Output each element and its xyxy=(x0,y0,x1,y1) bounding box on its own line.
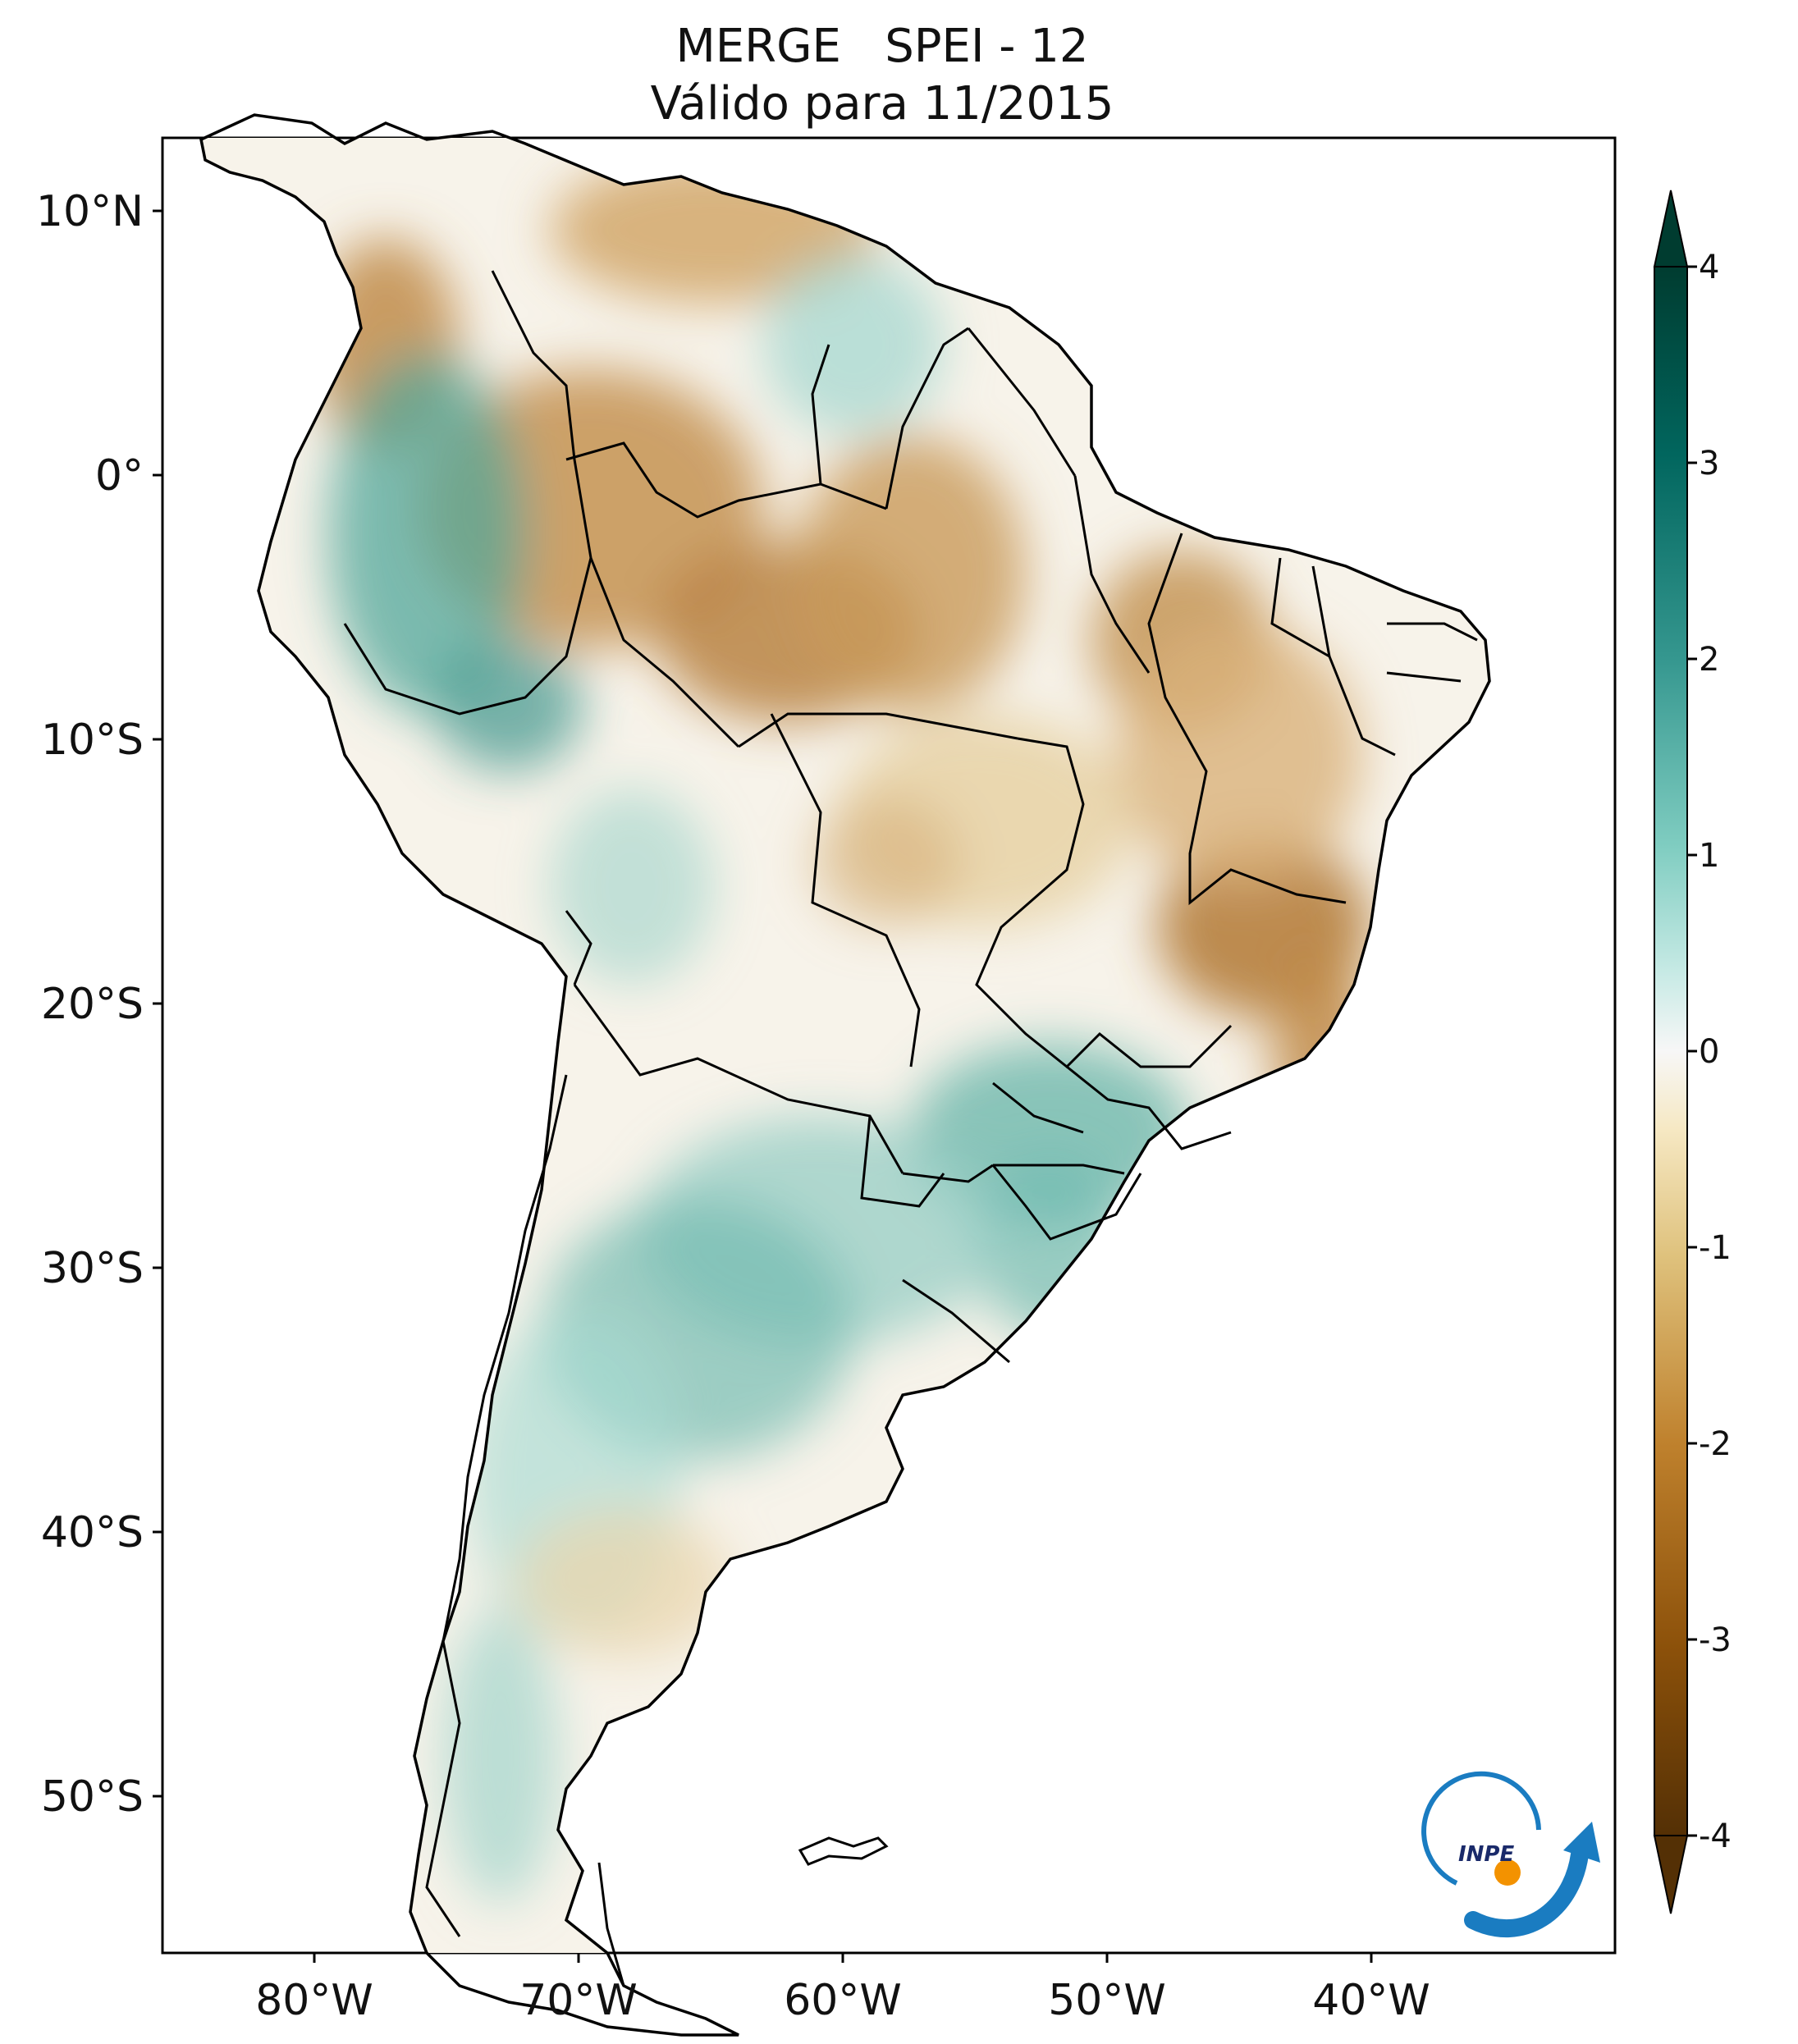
lat-tick-label: 50°S xyxy=(41,1772,144,1822)
lon-tick-label: 70°W xyxy=(519,1976,638,2025)
colorbar-tick-label: 0 xyxy=(1699,1033,1719,1071)
colorbar-tick-label: -2 xyxy=(1699,1425,1732,1463)
colorbar-tick-label: 1 xyxy=(1699,837,1719,875)
lat-tick-label: 10°S xyxy=(41,716,144,765)
logo-swoosh xyxy=(1464,1845,1589,1937)
colorbar-tick-label: 4 xyxy=(1699,249,1719,286)
lon-tick-label: 40°W xyxy=(1312,1976,1430,2025)
colorbar-tick-label: -1 xyxy=(1699,1229,1732,1267)
lat-tick-label: 40°S xyxy=(41,1508,144,1557)
lon-tick-label: 80°W xyxy=(255,1976,373,2025)
colorbar-min-extension xyxy=(1653,1835,1689,1914)
colorbar-tick-label: 2 xyxy=(1699,641,1719,679)
colorbar-tick-label: -3 xyxy=(1699,1621,1732,1659)
colorbar-max-extension xyxy=(1653,190,1689,268)
lon-tick-label: 50°W xyxy=(1048,1976,1166,2025)
lon-tick-label: 60°W xyxy=(784,1976,902,2025)
latitude-axis: 10°N 0° 10°S 20°S 30°S 40°S 50°S xyxy=(36,187,162,1822)
logo-arrow-icon xyxy=(1563,1822,1600,1863)
falklands-island xyxy=(798,1836,889,1866)
inpe-logo: INPE xyxy=(1421,1771,1600,1937)
logo-text: INPE xyxy=(1458,1842,1514,1867)
title-line-1: MERGE SPEI - 12 xyxy=(675,20,1089,73)
logo-dot xyxy=(1494,1859,1521,1886)
map-title: MERGE SPEI - 12 Válido para 11/2015 xyxy=(0,18,1764,133)
lat-tick-label: 0° xyxy=(95,451,144,501)
lat-tick-label: 10°N xyxy=(36,187,144,236)
longitude-axis: 80°W 70°W 60°W 50°W 40°W xyxy=(255,1953,1430,2025)
colorbar-tick-label: -4 xyxy=(1699,1818,1732,1855)
lat-tick-label: 20°S xyxy=(41,980,144,1029)
colorbar: 4 3 2 1 0 -1 -2 -3 -4 xyxy=(1653,190,1732,1914)
lat-tick-label: 30°S xyxy=(41,1244,144,1293)
title-line-2: Válido para 11/2015 xyxy=(650,77,1114,130)
country-borders xyxy=(343,270,1478,1987)
colorbar-tick-label: 3 xyxy=(1699,445,1719,482)
logo-orbit-arc xyxy=(1421,1771,1541,1886)
colorbar-gradient xyxy=(1654,266,1688,1836)
colorbar-ticks: 4 3 2 1 0 -1 -2 -3 -4 xyxy=(1687,249,1732,1855)
